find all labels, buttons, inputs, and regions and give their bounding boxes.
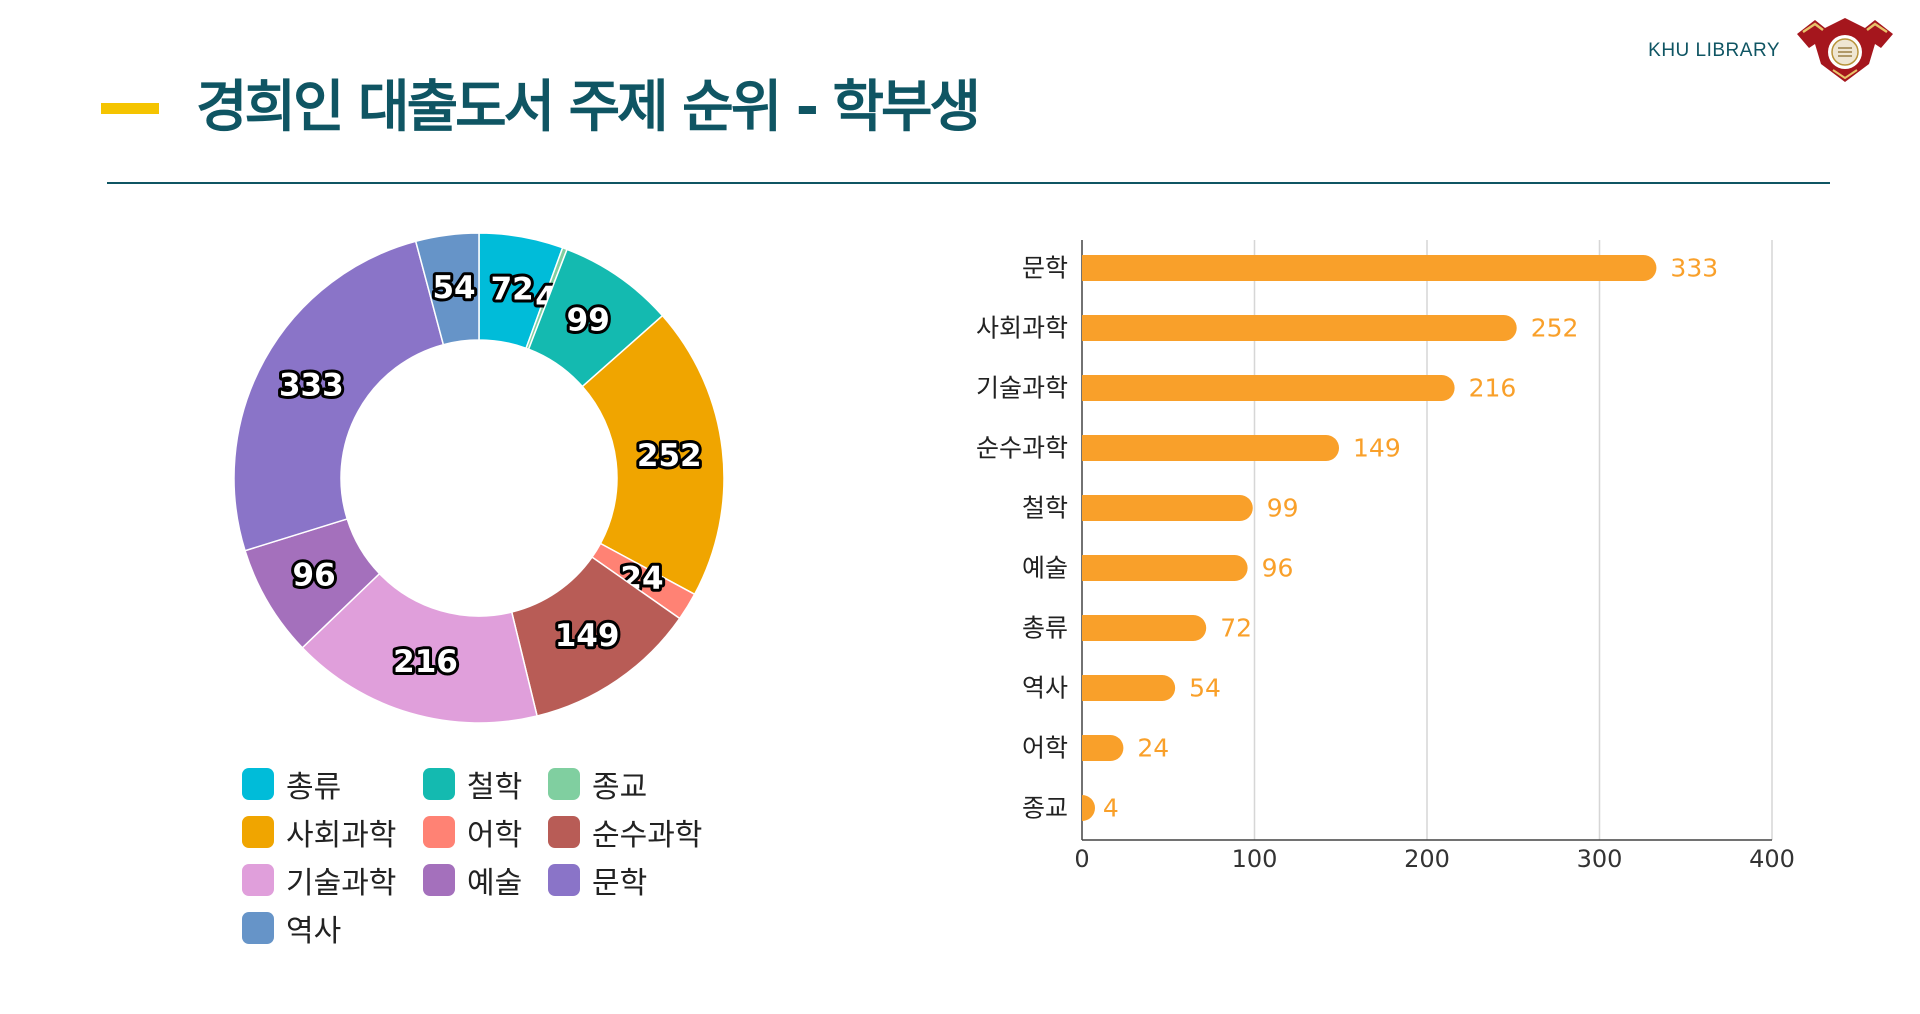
donut-slice-문학 xyxy=(233,240,445,552)
legend-swatch xyxy=(423,864,455,896)
legend-label: 문학 xyxy=(592,866,648,901)
x-tick-label: 0 xyxy=(1074,845,1089,873)
legend-item-철학: 철학 xyxy=(423,762,522,806)
donut-label-철학: 99 xyxy=(567,303,610,339)
bar-value-label-종교: 4 xyxy=(1103,794,1119,823)
title-accent-bar xyxy=(101,103,159,114)
bar-value-label-어학: 24 xyxy=(1137,734,1169,763)
bar-사회과학 xyxy=(1082,315,1517,341)
legend-label: 역사 xyxy=(286,914,342,949)
x-tick-label: 400 xyxy=(1749,845,1795,873)
category-label-종교: 종교 xyxy=(1022,794,1068,823)
donut-label-순수과학: 149 xyxy=(555,618,620,654)
legend-label: 기술과학 xyxy=(286,866,397,901)
legend-item-사회과학: 사회과학 xyxy=(242,810,396,854)
x-tick-label: 200 xyxy=(1404,845,1450,873)
legend-label: 종교 xyxy=(592,770,648,805)
legend-label: 순수과학 xyxy=(592,818,703,853)
donut-label-역사: 54 xyxy=(432,270,475,306)
legend-item-예술: 예술 xyxy=(423,858,522,902)
category-label-예술: 예술 xyxy=(1022,554,1068,583)
category-label-사회과학: 사회과학 xyxy=(976,314,1068,343)
bar-value-label-총류: 72 xyxy=(1220,614,1252,643)
legend-item-기술과학: 기술과학 xyxy=(242,858,396,902)
legend-swatch xyxy=(548,864,580,896)
legend-swatch xyxy=(242,864,274,896)
bar-value-label-예술: 96 xyxy=(1262,554,1294,583)
bar-종교 xyxy=(1082,795,1095,821)
bar-총류 xyxy=(1082,615,1207,641)
donut-slice-기술과학 xyxy=(301,572,539,724)
legend-label: 어학 xyxy=(467,818,523,853)
donut-label-총류: 72 xyxy=(491,271,534,307)
legend-label: 사회과학 xyxy=(286,818,397,853)
category-label-순수과학: 순수과학 xyxy=(976,434,1068,463)
bar-어학 xyxy=(1082,735,1124,761)
subject-bar-chart: 0 100 200 300 400 문학 333 사회과학 252 기술과학 216 순수과학 149 철… xyxy=(976,240,1795,873)
brand-text: KHU LIBRARY xyxy=(1648,40,1780,61)
x-tick-label: 100 xyxy=(1232,845,1278,873)
x-tick-label: 300 xyxy=(1577,845,1623,873)
legend-item-종교: 종교 xyxy=(548,762,647,806)
legend-swatch xyxy=(242,768,274,800)
donut-label-문학: 333 xyxy=(279,367,344,403)
bar-순수과학 xyxy=(1082,435,1340,461)
donut-label-사회과학: 252 xyxy=(637,438,702,474)
donut-label-기술과학: 216 xyxy=(393,644,458,680)
category-label-총류: 총류 xyxy=(1022,614,1068,643)
legend-label: 예술 xyxy=(467,866,523,901)
legend-swatch xyxy=(548,768,580,800)
bar-value-label-순수과학: 149 xyxy=(1353,434,1401,463)
bar-역사 xyxy=(1082,675,1176,701)
category-label-철학: 철학 xyxy=(1022,494,1068,523)
category-label-역사: 역사 xyxy=(1022,674,1068,703)
legend-swatch xyxy=(242,816,274,848)
donut-slice-역사 xyxy=(414,232,480,346)
bar-value-label-역사: 54 xyxy=(1189,674,1221,703)
category-label-어학: 어학 xyxy=(1022,734,1068,763)
bar-기술과학 xyxy=(1082,375,1455,401)
legend-item-역사: 역사 xyxy=(242,906,341,950)
page-title: 경희인 대출도서 주제 순위 - 학부생 xyxy=(196,75,981,140)
bar-문학 xyxy=(1082,255,1657,281)
legend-item-순수과학: 순수과학 xyxy=(548,810,702,854)
donut-label-예술: 96 xyxy=(293,557,336,593)
bar-value-label-철학: 99 xyxy=(1267,494,1299,523)
legend-label: 총류 xyxy=(286,770,342,805)
legend-item-총류: 총류 xyxy=(242,762,341,806)
bar-value-label-기술과학: 216 xyxy=(1469,374,1517,403)
university-emblem-icon xyxy=(1797,18,1893,82)
legend-swatch xyxy=(548,816,580,848)
category-label-기술과학: 기술과학 xyxy=(976,374,1068,403)
bar-철학 xyxy=(1082,495,1253,521)
header-divider xyxy=(107,182,1830,184)
category-label-문학: 문학 xyxy=(1022,254,1068,283)
legend-swatch xyxy=(242,912,274,944)
donut-slice-사회과학 xyxy=(581,314,725,596)
bar-value-label-사회과학: 252 xyxy=(1531,314,1579,343)
bar-value-label-문학: 333 xyxy=(1670,254,1718,283)
legend-item-어학: 어학 xyxy=(423,810,522,854)
legend-item-문학: 문학 xyxy=(548,858,647,902)
legend-swatch xyxy=(423,768,455,800)
bar-예술 xyxy=(1082,555,1248,581)
legend-label: 철학 xyxy=(467,770,523,805)
legend-swatch xyxy=(423,816,455,848)
